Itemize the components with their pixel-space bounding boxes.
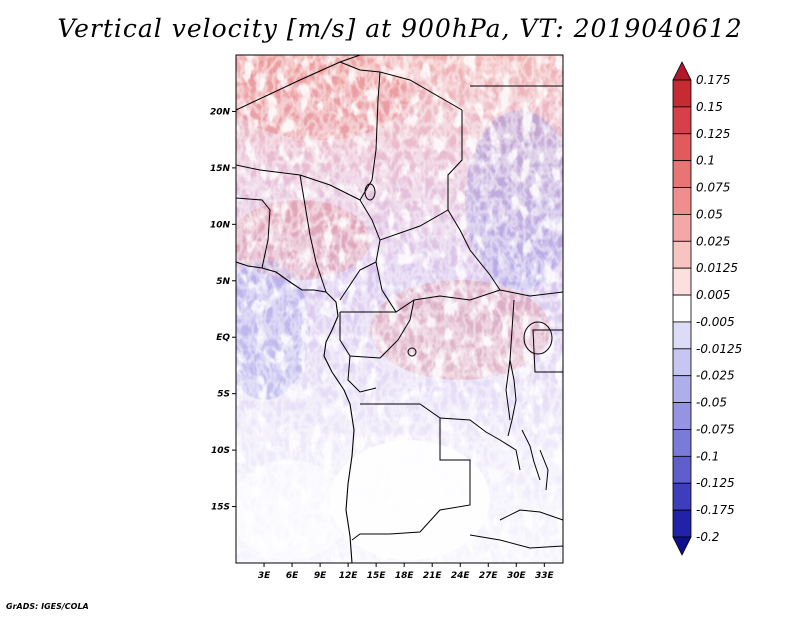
colorbar-level-label: 0.15	[696, 100, 723, 114]
colorbar-segment	[672, 482, 692, 511]
lat-tick-label: 10N	[210, 220, 231, 230]
colorbar-level-label: 0.175	[696, 73, 730, 87]
noise-texture-2	[236, 55, 563, 563]
lon-tick-label: 3E	[258, 571, 271, 581]
colorbar-level-label: -0.075	[696, 422, 735, 436]
colorbar-level-label: 0.1	[696, 154, 715, 168]
chart-title: Vertical velocity [m/s] at 900hPa, VT: 2…	[57, 14, 743, 43]
map-panel	[236, 55, 563, 563]
lat-tick-label: 20N	[210, 107, 231, 117]
colorbar-level-label: 0.005	[696, 288, 730, 302]
colorbar-top-arrow	[672, 61, 692, 81]
colorbar-segment	[672, 133, 692, 162]
lon-tick-label: 18E	[395, 571, 415, 581]
lon-tick-label: 12E	[339, 571, 359, 581]
colorbar-level-label: -0.005	[696, 315, 735, 329]
colorbar-level-label: 0.075	[696, 181, 730, 195]
country-borders	[236, 55, 563, 549]
lon-tick-label: 9E	[314, 571, 327, 581]
colorbar-level-label: 0.05	[696, 207, 723, 221]
lat-tick-label: 5S	[217, 390, 230, 400]
coastline	[236, 261, 355, 563]
lon-tick-label: 33E	[535, 571, 555, 581]
lon-tick-label: 6E	[286, 571, 299, 581]
lat-tick-label: 15N	[210, 164, 231, 174]
map-frame	[235, 54, 564, 564]
colorbar-level-label: -0.125	[696, 476, 735, 490]
lat-tick-label: 15S	[211, 503, 230, 513]
colorbar-bottom-arrow	[672, 536, 692, 556]
colorbar-level-label: -0.1	[696, 449, 719, 463]
colorbar-segment	[672, 160, 692, 188]
colorbar-level-label: 0.025	[696, 234, 730, 248]
lon-tick-label: 24E	[451, 571, 471, 581]
colorbar-segment	[672, 321, 692, 350]
lat-tick-label: 5N	[216, 277, 230, 287]
lon-tick-label: 30E	[507, 571, 527, 581]
colorbar-segment	[672, 79, 692, 108]
lat-tick-label: 10S	[211, 446, 230, 456]
lon-tick-label: 27E	[479, 571, 499, 581]
colorbar-level-label: -0.2	[696, 530, 719, 544]
colorbar-segment	[672, 187, 692, 215]
colorbar-segment	[672, 267, 692, 296]
lakes	[364, 183, 553, 481]
lon-tick-label: 15E	[367, 571, 387, 581]
longitude-axis: 3E 6E 9E 12E 15E 18E 21E 24E 27E 30E 33E	[258, 563, 555, 581]
colorbar-level-label: -0.05	[696, 396, 727, 410]
colorbar-segment	[672, 429, 692, 457]
lon-tick-label: 21E	[423, 571, 443, 581]
colorbar-level-label: 0.0125	[696, 261, 738, 275]
lat-tick-label: EQ	[216, 333, 230, 343]
colorbar-level-label: -0.025	[696, 369, 735, 383]
colorbar-segment	[672, 106, 692, 135]
colorbar-segment	[672, 509, 692, 538]
colorbar-segment	[672, 348, 692, 377]
colorbar-segment	[672, 402, 692, 430]
grads-credit: GrADS: IGES/COLA	[6, 602, 89, 611]
colorbar-segment	[672, 294, 692, 323]
colorbar-segment	[672, 375, 692, 403]
colorbar-level-label: -0.0125	[696, 342, 742, 356]
colorbar-segment	[672, 214, 692, 242]
colorbar-level-label: -0.175	[696, 503, 735, 517]
latitude-axis: 20N 15N 10N 5N EQ 5S 10S 15S	[210, 107, 236, 513]
colorbar-segment	[672, 455, 692, 484]
colorbar-level-label: 0.125	[696, 127, 730, 141]
colorbar: 0.175 0.15 0.125 0.1 0.075 0.05 0.025 0.0125 0.0…	[672, 61, 742, 556]
colorbar-segment	[672, 240, 692, 269]
